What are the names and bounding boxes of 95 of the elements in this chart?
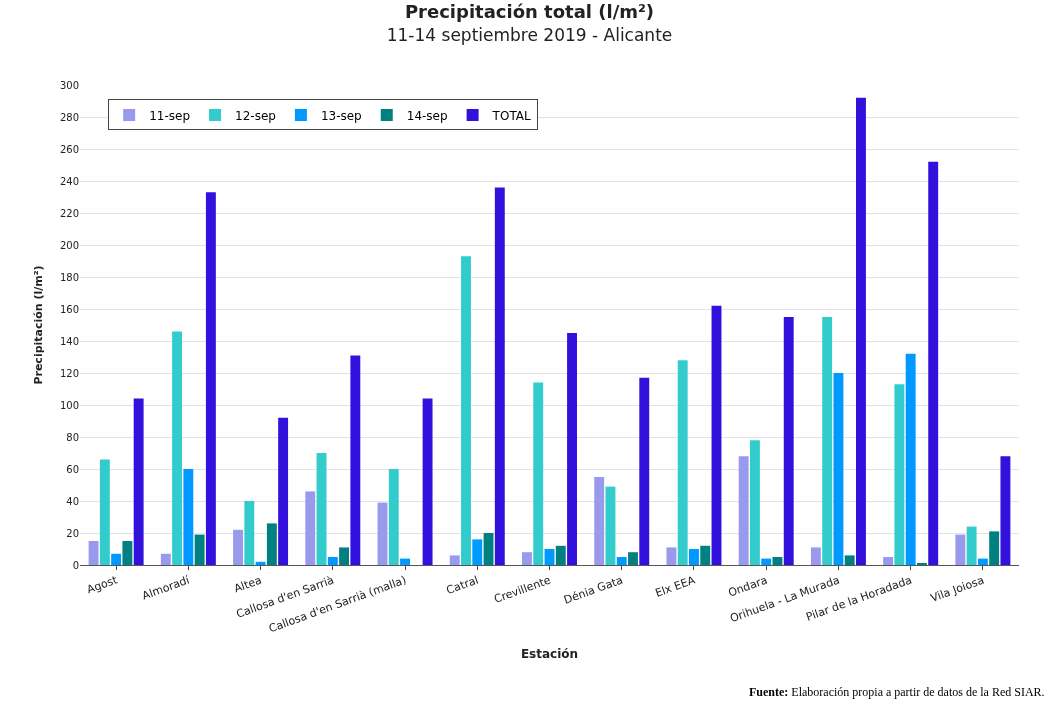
y-tick-label: 300	[59, 79, 79, 91]
bar	[305, 491, 316, 565]
y-tick-label: 140	[59, 335, 79, 347]
x-tick-label: Altea	[232, 573, 264, 596]
x-tick-label: Agost	[85, 573, 120, 597]
bar	[844, 555, 855, 565]
bar	[449, 555, 460, 565]
bar	[555, 545, 566, 565]
bar	[400, 558, 410, 565]
bar	[833, 373, 844, 565]
bar	[172, 331, 183, 565]
bar	[483, 533, 494, 565]
bar	[749, 440, 760, 565]
bar	[1000, 456, 1011, 565]
bar	[244, 501, 255, 565]
bar	[989, 531, 1000, 565]
bar	[628, 552, 638, 565]
bar	[99, 459, 110, 565]
y-tick-label: 280	[59, 111, 79, 123]
bar	[928, 161, 939, 565]
bar	[327, 557, 338, 565]
bar	[160, 553, 171, 565]
bar	[856, 97, 866, 565]
bar	[533, 382, 544, 565]
y-tick-label: 80	[66, 431, 79, 443]
bar	[905, 353, 916, 565]
y-tick-label: 100	[59, 399, 79, 411]
bar	[689, 549, 699, 565]
bar	[894, 384, 905, 565]
bar	[494, 187, 505, 565]
bar	[783, 317, 794, 565]
bar	[700, 545, 711, 565]
legend-label: 11-sep	[149, 108, 191, 123]
legend-label: TOTAL	[491, 108, 531, 123]
bar	[461, 256, 471, 565]
x-tick-label: Elx EEA	[653, 573, 698, 600]
bar	[377, 502, 388, 565]
y-tick-label: 220	[59, 207, 79, 219]
bar	[822, 317, 833, 565]
bar	[233, 529, 243, 565]
x-tick-label: Vila Joiosa	[928, 573, 986, 605]
y-tick-label: 240	[59, 175, 79, 187]
bar	[616, 557, 627, 565]
chart-subtitle: 11-14 septiembre 2019 - Alicante	[386, 25, 673, 46]
legend-label: 12-sep	[235, 108, 276, 123]
y-tick-label: 0	[72, 559, 79, 571]
bar	[594, 477, 605, 565]
bar	[522, 552, 532, 565]
source-note: Fuente: Elaboración propia a partir de datos de la Red SIAR.	[749, 685, 1045, 699]
y-tick-label: 20	[66, 527, 79, 539]
bar	[316, 453, 327, 565]
x-tick-label: Ondara	[726, 573, 770, 600]
legend-label: 13-sep	[320, 108, 362, 123]
bar	[966, 526, 977, 565]
y-tick-label: 60	[66, 463, 79, 475]
bar	[350, 355, 361, 565]
bar	[388, 469, 399, 565]
y-axis-title: Precipitación (l/m²)	[31, 265, 45, 385]
bar	[666, 547, 677, 565]
bar	[761, 558, 772, 565]
bar	[883, 557, 894, 565]
bar	[205, 192, 216, 565]
x-tick-label: Dénia Gata	[562, 573, 625, 607]
bar	[255, 561, 266, 565]
y-tick-label: 200	[59, 239, 79, 251]
bar	[977, 558, 988, 565]
bar	[711, 305, 722, 565]
bar	[955, 534, 966, 565]
bar	[266, 523, 277, 565]
bar	[111, 553, 122, 565]
y-tick-label: 160	[59, 303, 79, 315]
y-tick-label: 120	[59, 367, 79, 379]
y-tick-label: 260	[59, 143, 79, 155]
bar	[122, 541, 133, 565]
bar	[738, 456, 749, 565]
bar	[639, 377, 650, 565]
bar	[472, 539, 483, 565]
chart-title: Precipitación total (l/m²)	[404, 0, 655, 22]
bar	[567, 333, 577, 565]
bar	[88, 541, 99, 565]
bar	[772, 557, 783, 565]
bar	[339, 547, 350, 565]
bar	[133, 398, 144, 565]
bar	[605, 486, 616, 565]
legend-label: 14-sep	[406, 108, 448, 123]
bar	[194, 534, 205, 565]
bar	[422, 398, 433, 565]
bar	[810, 547, 821, 565]
y-tick-label: 180	[59, 271, 79, 283]
bar	[544, 549, 555, 565]
x-axis-title: Estación	[520, 647, 579, 662]
bar	[278, 417, 289, 565]
bar	[183, 469, 194, 565]
bar	[677, 360, 688, 565]
y-tick-label: 40	[66, 495, 79, 507]
